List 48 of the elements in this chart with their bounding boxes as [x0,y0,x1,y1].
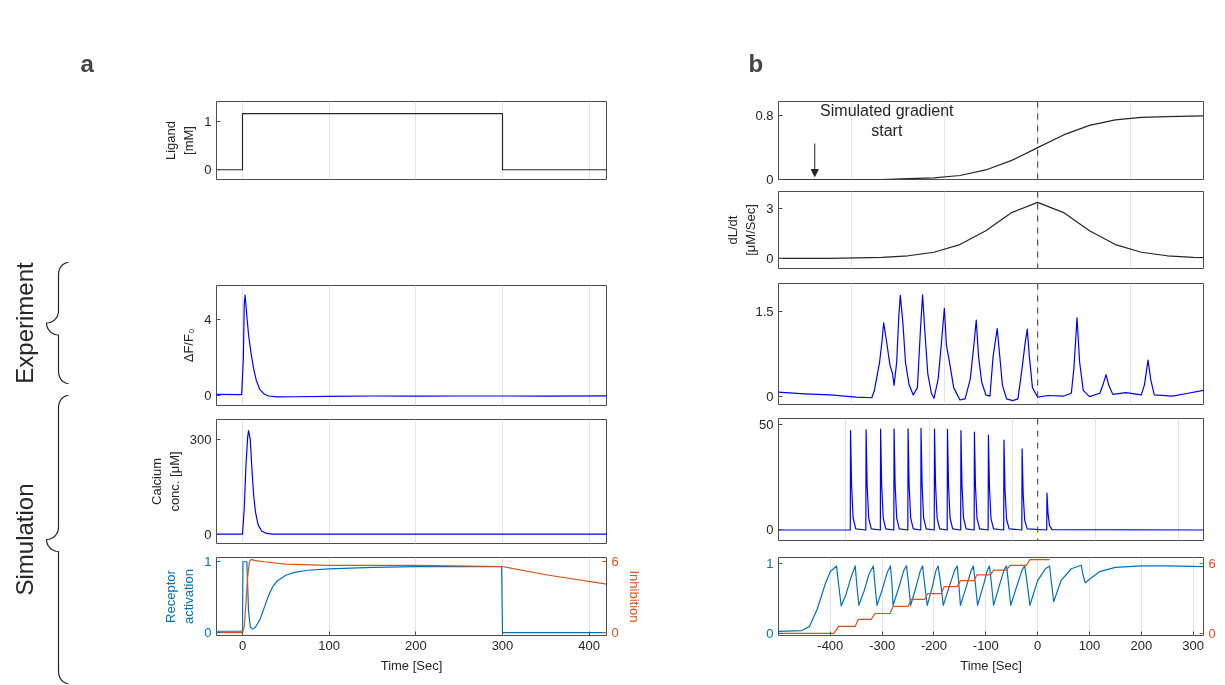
chart-title: b [748,49,764,77]
x-tick-label: 0 [238,637,247,653]
y-axis-title: dL/dt [μM/Sec] [725,204,759,256]
y-tick-label: 0 [766,172,774,187]
y-tick-label: 3 [766,200,774,216]
y-tick-label: 1 [766,555,774,571]
y-tick-label: 0 [204,162,212,178]
x-tick-label: 300 [491,637,514,653]
x-tick-label: 100 [318,637,341,653]
x-tick-label: 0 [1034,637,1042,653]
y-tick-label: 0 [204,526,212,542]
x-axis-title: Time [Sec] [380,657,443,673]
y2-tick-label: 0 [611,625,619,641]
x-tick-label: 300 [1182,637,1204,653]
y-tick-label: 1 [204,113,212,129]
y-tick-label: 300 [189,432,212,448]
x-tick-label: -100 [972,637,999,653]
x-tick-label: 200 [404,637,427,653]
y-tick-label: 1.5 [755,304,774,320]
annotation: Simulated gradient start [820,102,955,140]
x-tick-label: 100 [1078,637,1101,653]
x-tick-label: 400 [578,637,601,653]
y2-tick-label: 0 [1208,625,1216,641]
y-axis-title: Receptor activation [163,569,197,624]
y2-axis-title: Inhibition [626,570,642,623]
y-axis-title: Ligand [mM] [163,120,197,161]
y-tick-label: 0 [204,625,212,641]
y-axis-title: ΔF/F₀ [181,328,197,363]
y-tick-label: 1 [204,554,212,570]
y-tick-label: 0 [766,250,774,266]
x-tick-label: -300 [869,637,896,653]
y-tick-label: 0 [204,388,212,404]
chart-title: a [80,49,95,77]
x-tick-label: -400 [817,637,844,653]
x-tick-label: -200 [920,637,948,653]
y-tick-label: 0 [766,388,774,404]
y-tick-label: 0 [766,522,774,538]
y-tick-label: 0 [766,625,774,641]
y-axis-title: Calcium conc. [μM] [148,451,182,512]
y2-tick-label: 6 [611,554,619,570]
y2-tick-label: 6 [1208,555,1216,571]
text: Experiment [11,261,38,384]
y-tick-label: 50 [759,417,774,433]
x-axis-title: Time [Sec] [960,657,1022,673]
y-tick-label: 0.8 [755,108,774,124]
text: Simulation [11,483,38,596]
x-tick-label: 200 [1130,637,1153,653]
y-tick-label: 4 [204,312,212,328]
